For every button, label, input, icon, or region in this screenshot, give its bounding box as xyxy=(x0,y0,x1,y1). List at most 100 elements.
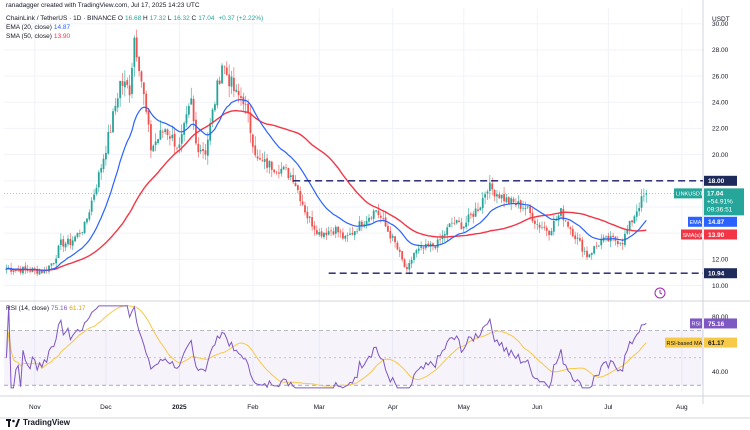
candle-body xyxy=(472,213,475,217)
candle-body xyxy=(263,159,266,162)
candle-body xyxy=(481,197,484,209)
candle-body xyxy=(422,247,425,249)
candle-body xyxy=(114,105,117,112)
candle-body xyxy=(522,207,524,209)
candle-body xyxy=(36,268,39,274)
candle-body xyxy=(119,80,122,99)
candle-body xyxy=(81,232,84,234)
candle-body xyxy=(557,215,560,221)
low-value: 16.32 xyxy=(173,15,190,22)
candle-body xyxy=(275,171,278,173)
candle-body xyxy=(593,246,596,254)
candle-body xyxy=(294,183,297,186)
candle-body xyxy=(131,67,133,94)
candle-body xyxy=(372,210,375,219)
candle-body xyxy=(538,224,541,228)
candle-body xyxy=(41,270,43,273)
candle-body xyxy=(69,239,72,246)
candle-body xyxy=(145,93,148,112)
candle-body xyxy=(398,249,401,252)
candle-body xyxy=(581,239,584,252)
candle-body xyxy=(325,232,328,236)
candle-body xyxy=(147,110,150,125)
candle-body xyxy=(150,124,152,151)
candle-body xyxy=(436,239,439,248)
candle-body xyxy=(510,198,513,204)
sma-legend-value: 13.90 xyxy=(53,33,71,40)
candle-body xyxy=(467,214,470,223)
price-tick-label: 12.00 xyxy=(712,257,729,264)
close-value: 17.04 xyxy=(198,15,215,22)
rsi-legend-label: RSI (14, close) xyxy=(6,305,49,312)
symbol-title: ChainLink / TetherUS · 1D · BINANCE xyxy=(6,15,117,22)
candle-body xyxy=(154,141,157,145)
candle-body xyxy=(503,194,505,202)
candle-body xyxy=(408,262,411,270)
level-price-label: 18.00 xyxy=(708,178,725,185)
candle-body xyxy=(410,260,413,264)
candle-body xyxy=(67,238,69,245)
candle-body xyxy=(268,160,271,168)
ema-price-tag xyxy=(704,216,737,227)
candle-body xyxy=(251,134,254,147)
candle-body xyxy=(415,250,418,254)
candle-body xyxy=(311,217,313,227)
candle-body xyxy=(169,136,171,139)
candle-body xyxy=(135,37,138,58)
candle-body xyxy=(403,259,406,267)
candle-body xyxy=(266,158,268,168)
candle-body xyxy=(552,220,555,232)
rsi-value-label: 75.16 xyxy=(708,321,725,328)
candle-body xyxy=(306,211,309,219)
candle-body xyxy=(377,210,380,216)
candle-body xyxy=(299,190,302,202)
price-tick-label: 28.00 xyxy=(712,47,729,54)
candle-body xyxy=(90,200,93,212)
candle-body xyxy=(204,150,207,155)
candle-body xyxy=(230,76,233,87)
candle-body xyxy=(462,226,465,229)
candle-body xyxy=(183,123,186,135)
candle-body xyxy=(443,234,446,236)
candle-body xyxy=(638,207,641,212)
candle-body xyxy=(55,258,58,264)
rsi-legend-value: 75.16 xyxy=(51,305,68,312)
candle-body xyxy=(496,194,498,197)
sma-legend: SMA (50, close) 13.90 xyxy=(6,33,70,41)
candle-body xyxy=(486,191,489,194)
candle-body xyxy=(645,193,648,195)
candle-body xyxy=(166,129,169,136)
candle-body xyxy=(59,239,62,246)
candle-body xyxy=(500,194,503,199)
rsi-ma-name-label: RSI-based MA xyxy=(667,341,703,347)
candle-body xyxy=(64,243,67,248)
candle-body xyxy=(505,197,508,203)
candle-body xyxy=(446,227,449,236)
candle-body xyxy=(126,80,129,86)
candle-body xyxy=(434,246,437,249)
candle-body xyxy=(640,196,643,208)
last-price-change-label: +54.91% xyxy=(707,199,733,206)
candles xyxy=(5,29,648,277)
candle-body xyxy=(458,220,460,223)
candle-body xyxy=(95,188,98,194)
candle-body xyxy=(564,220,567,222)
change-value: +0.37 (+2.22%) xyxy=(218,15,264,22)
rsi-line xyxy=(5,305,647,389)
open-value: 16.68 xyxy=(124,15,142,22)
candle-body xyxy=(576,237,579,239)
candle-body xyxy=(387,225,389,232)
candle-body xyxy=(612,235,614,238)
candle-body xyxy=(83,222,86,234)
price-tick-label: 20.00 xyxy=(712,152,729,159)
candle-body xyxy=(315,230,318,235)
candle-body xyxy=(171,134,174,139)
countdown-label: 09:36:51 xyxy=(707,207,733,214)
candle-body xyxy=(62,239,65,247)
candle-body xyxy=(254,145,257,156)
level-price-tag xyxy=(704,175,737,186)
candle-body xyxy=(261,160,264,161)
time-tick-label: Feb xyxy=(247,404,259,411)
candle-body xyxy=(206,139,209,156)
candle-body xyxy=(232,77,235,91)
